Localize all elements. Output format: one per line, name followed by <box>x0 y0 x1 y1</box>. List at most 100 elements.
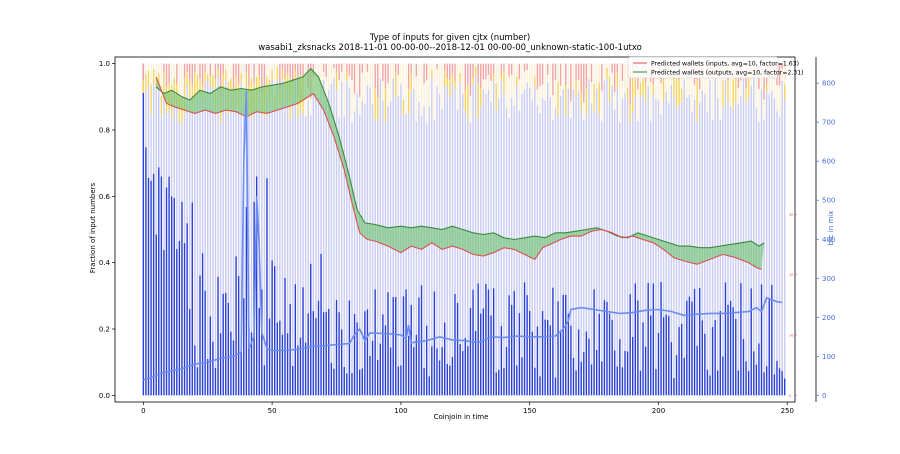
bar-fresh <box>629 294 631 396</box>
bar-top-segment <box>745 87 747 103</box>
bar-top-segment <box>516 63 518 77</box>
bar-remix <box>160 115 163 177</box>
bar-remix <box>755 108 758 365</box>
bar-top-segment <box>778 85 781 117</box>
bar-fresh <box>147 177 150 396</box>
bar-top-segment <box>225 69 227 81</box>
bar-top-segment <box>464 90 467 111</box>
bar-fresh <box>477 283 479 396</box>
bar-top-segment <box>505 63 508 86</box>
bar-top-segment <box>474 66 477 78</box>
bar-top-segment <box>292 63 294 80</box>
bar-fresh <box>425 325 428 396</box>
bar-fresh <box>735 318 737 396</box>
bar-fresh <box>696 345 698 396</box>
bar-top-segment <box>523 71 526 91</box>
bar-top-segment <box>335 71 338 90</box>
bar-fresh <box>737 370 740 396</box>
bar-top-segment <box>160 95 163 116</box>
bar-remix <box>683 79 685 358</box>
bar-top-segment <box>340 71 343 82</box>
bar-remix <box>547 82 549 321</box>
bar-fresh <box>181 201 183 396</box>
bar-fresh <box>724 282 727 396</box>
bar-remix <box>781 80 783 372</box>
bar-top-segment <box>415 63 418 77</box>
bar-top-segment <box>583 102 585 120</box>
bar-remix <box>693 99 696 289</box>
bar-remix <box>660 114 662 282</box>
bar-top-segment <box>472 76 474 86</box>
bar-top-segment <box>348 75 351 88</box>
bar-top-segment <box>431 63 433 70</box>
bar-remix <box>366 85 369 310</box>
bar-top-segment <box>402 99 405 116</box>
bar-fresh <box>709 375 711 396</box>
bar-remix <box>258 89 260 308</box>
bar-remix <box>675 108 678 355</box>
bar-top-segment <box>325 77 327 102</box>
bar-remix <box>433 119 436 292</box>
bar-fresh <box>407 336 410 396</box>
bar-top-segment <box>441 63 443 77</box>
bar-fresh <box>580 361 582 396</box>
bar-top-segment <box>572 81 575 90</box>
bar-remix <box>346 80 348 374</box>
bar-remix <box>593 111 595 290</box>
bar-top-segment <box>521 63 523 78</box>
bar-top-segment <box>237 63 240 85</box>
bar-fresh <box>433 291 436 396</box>
bar-top-segment <box>521 77 523 94</box>
bar-top-segment <box>518 63 521 80</box>
bar-remix <box>680 101 683 324</box>
bar-fresh <box>771 284 773 396</box>
bar-fresh <box>603 300 606 396</box>
y2-tick-label: 300 <box>822 275 835 283</box>
bar-top-segment <box>446 77 448 86</box>
bar-top-segment <box>459 73 461 82</box>
bar-fresh <box>781 371 783 396</box>
bar-top-segment <box>510 63 513 75</box>
bar-top-segment <box>562 63 564 81</box>
bar-remix <box>405 113 407 290</box>
chart-subtitle: wasabi1_zksnacks 2018-11-01 00-00-00--20… <box>258 43 642 53</box>
bar-top-segment <box>294 70 297 80</box>
bar-top-segment <box>420 100 423 117</box>
bar-top-segment <box>273 63 276 96</box>
bar-top-segment <box>178 97 181 123</box>
bar-remix <box>147 84 150 178</box>
bar-top-segment <box>165 63 168 88</box>
bar-remix <box>570 117 572 326</box>
bar-top-segment <box>454 81 456 89</box>
bar-remix <box>536 105 539 327</box>
bar-top-segment <box>433 81 436 120</box>
bar-remix <box>304 116 307 343</box>
series-line-btc-in-mix <box>143 90 783 381</box>
bar-remix <box>163 99 165 250</box>
bar-fresh <box>678 327 680 396</box>
bar-fresh <box>575 370 577 396</box>
bar-fresh <box>598 313 600 396</box>
bar-fresh <box>395 296 397 396</box>
bar-fresh <box>686 300 688 396</box>
bar-remix <box>201 100 204 254</box>
bar-top-segment <box>722 80 724 107</box>
bar-remix <box>402 115 405 297</box>
bar-fresh <box>606 301 608 396</box>
bar-remix <box>776 111 778 361</box>
bar-top-segment <box>196 63 199 75</box>
bar-top-segment <box>351 79 353 123</box>
bar-remix <box>526 82 528 296</box>
bar-remix <box>276 79 278 323</box>
bar-top-segment <box>624 63 626 76</box>
bar-fresh <box>413 347 415 396</box>
bar-top-segment <box>330 63 333 73</box>
bar-fresh <box>505 346 508 396</box>
chart-title: Type of inputs for given cjtx (number) <box>369 33 531 43</box>
bar-top-segment <box>531 63 533 89</box>
bar-top-segment <box>480 63 482 88</box>
bar-fresh <box>753 351 755 396</box>
bar-top-segment <box>516 76 518 87</box>
bar-remix <box>590 103 593 365</box>
bar-top-segment <box>513 88 515 107</box>
